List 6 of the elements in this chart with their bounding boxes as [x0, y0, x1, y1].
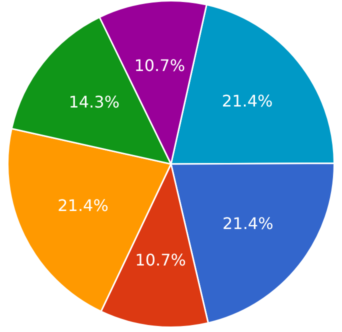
data-label: 10.7% [134, 56, 186, 75]
data-label: 14.3% [68, 92, 120, 112]
data-label: 21.4% [58, 196, 108, 216]
data-label: 21.4% [222, 214, 274, 233]
data-label: 21.4% [222, 92, 273, 111]
data-label: 10.7% [135, 250, 186, 270]
